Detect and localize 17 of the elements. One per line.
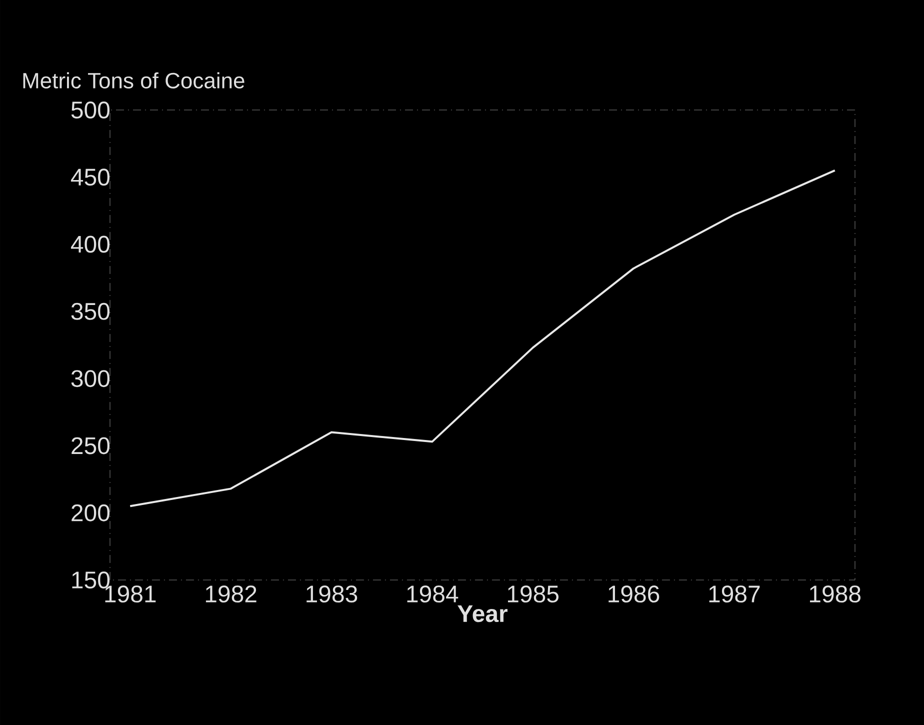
line-series xyxy=(129,169,836,508)
y-tick-label: 200 xyxy=(72,504,110,522)
y-tick-label: 250 xyxy=(72,437,110,454)
x-tick-label: 1983 xyxy=(306,586,358,603)
y-tick-label: 400 xyxy=(70,236,110,253)
x-tick-label: 1982 xyxy=(206,586,256,603)
y-tick-label: 450 xyxy=(70,168,110,186)
x-tick-label: 1988 xyxy=(810,586,860,603)
x-tick-label: 1986 xyxy=(608,586,660,603)
x-tick-label: 1985 xyxy=(508,586,559,603)
x-tick-label: 1984 xyxy=(407,586,458,603)
y-axis-title: Metric Tons of Cocaine xyxy=(23,72,244,88)
y-tick-label: 500 xyxy=(71,102,110,118)
y-tick-label: 350 xyxy=(71,302,110,320)
x-tick-label: 1987 xyxy=(709,586,760,603)
y-tick-label: 300 xyxy=(71,370,110,388)
x-axis-title: Year xyxy=(458,605,508,622)
